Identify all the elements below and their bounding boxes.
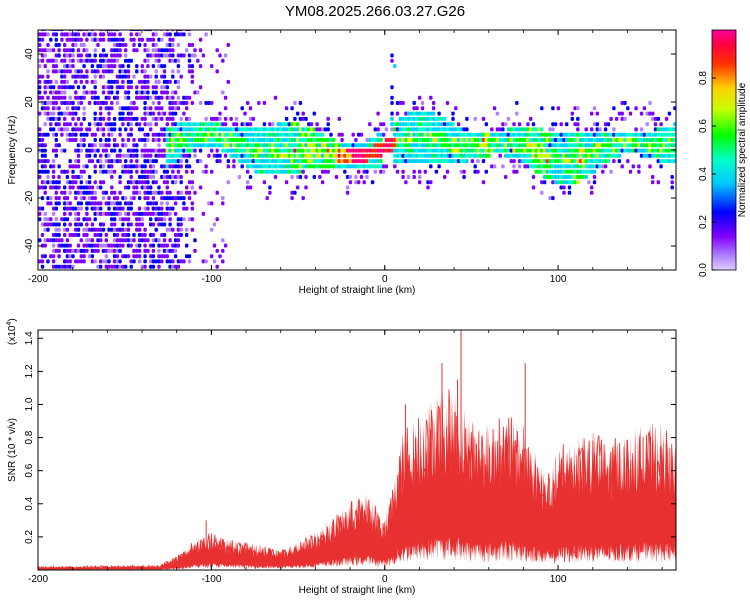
- snr-ylabel: SNR (10 * v/v): [7, 418, 18, 482]
- snr-ytick-label: 1.2: [24, 364, 35, 378]
- snr-signal-line: [38, 387, 676, 570]
- snr-xtick-label: 100: [550, 574, 567, 585]
- snr-scale-prefix: (x10: [7, 325, 18, 345]
- snr-xtick-label: 0: [382, 574, 388, 585]
- snr-scale-suffix: ): [7, 318, 18, 321]
- spectrogram-ylabel: Frequency (Hz): [7, 116, 18, 185]
- snr-ytick-label: 1.4: [24, 331, 35, 345]
- chart-title: YM08.2025.266.03.27.G26: [285, 3, 465, 20]
- spectrogram-cells: [38, 30, 676, 269]
- snr-ytick-label: 0.4: [24, 496, 35, 510]
- colorbar-tick-label: 0.6: [698, 119, 709, 133]
- snr-scale-label: (x104): [6, 318, 18, 345]
- snr-spikes: [205, 330, 526, 557]
- snr-ytick-label: 0.2: [24, 530, 35, 544]
- colorbar-label: Normalized spectral amplitude: [737, 82, 748, 217]
- snr-ytick-label: 0.6: [24, 463, 35, 477]
- spectrogram-xtick-label: -100: [201, 274, 221, 285]
- snr-panel: -200 -100 0 100 0.2 0.4 0.6 0.8 1.0 1.2 1.4 Height…: [6, 318, 677, 596]
- snr-xlabel: Height of straight line (km): [299, 585, 416, 596]
- spectrogram-ytick-label: -40: [24, 238, 35, 253]
- spectrogram-ytick-label: -20: [24, 190, 35, 205]
- colorbar-ticks: 0.0 0.2 0.4 0.6 0.8: [698, 29, 737, 277]
- snr-scale-exponent: 4: [6, 322, 13, 326]
- snr-ytick-label: 1.0: [24, 397, 35, 411]
- spectrogram-xtick-label: -200: [28, 274, 48, 285]
- spectrogram-xtick-label: 100: [550, 274, 567, 285]
- snr-signal-trace: [38, 389, 676, 570]
- spectrogram-frame: [37, 29, 677, 271]
- colorbar-tick-label: 0.0: [698, 263, 709, 277]
- spectrogram-xlabel: Height of straight line (km): [299, 285, 416, 296]
- spectrogram-ytick-label: 40: [24, 48, 35, 60]
- spectrogram-xtick-label: 0: [382, 274, 388, 285]
- colorbar-tick-label: 0.4: [698, 167, 709, 181]
- spectrogram-ytick-label: 0: [24, 147, 35, 153]
- snr-xtick-label: -200: [28, 574, 48, 585]
- snr-xtick-label: -100: [201, 574, 221, 585]
- colorbar-tick-label: 0.8: [698, 71, 709, 85]
- colorbar-tick-label: 0.2: [698, 215, 709, 229]
- colorbar-gradient: [712, 30, 736, 270]
- snr-ytick-label: 0.8: [24, 430, 35, 444]
- colorbar: 0.0 0.2 0.4 0.6 0.8 Normalized spectral ampl…: [698, 29, 748, 277]
- spectrogram-ytick-label: 20: [24, 96, 35, 108]
- snr-frame: [37, 329, 677, 571]
